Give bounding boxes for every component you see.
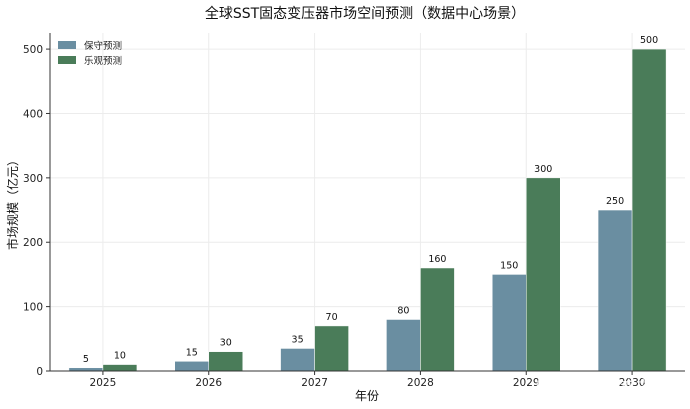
y-tick-label: 100: [23, 302, 43, 314]
watermark-author: @证券之星: [588, 377, 664, 395]
data-label: 160: [428, 254, 446, 265]
y-axis-label: 市场规模（亿元）: [5, 154, 20, 250]
data-label: 70: [326, 312, 338, 323]
bar-optimistic-2028: [420, 267, 455, 372]
bar-conservative-2029: [492, 274, 527, 372]
bar-conservative-2026: [174, 361, 209, 372]
bar-optimistic-2029: [526, 177, 561, 372]
legend-swatch-conservative: [58, 41, 76, 49]
data-labels: 5 15 35 80 150 250 10 30 70 160 300 500: [83, 35, 658, 365]
x-axis-label: 年份: [355, 389, 379, 403]
chart-title: 全球SST固态变压器市场空间预测（数据中心场景）: [205, 5, 525, 22]
x-tick-label: 2027: [301, 377, 328, 389]
watermark: 搜狐号 @证券之星: [533, 377, 664, 395]
x-tick-label: 2026: [195, 377, 222, 389]
legend-label-optimistic: 乐观预测: [84, 55, 122, 67]
x-tick-label: 2025: [90, 377, 117, 389]
data-label: 5: [83, 354, 89, 365]
data-label: 300: [534, 164, 552, 175]
y-tick-label: 500: [23, 44, 43, 56]
data-label: 35: [292, 334, 304, 345]
x-tick-label: 2030: [619, 377, 646, 389]
bar-conservative-2028: [386, 319, 421, 372]
x-axis-ticks: 2025 2026 2027 2028 2029 2030: [90, 371, 646, 389]
bar-conservative-2027: [280, 348, 315, 372]
data-label: 80: [397, 305, 409, 316]
bar-optimistic-2027: [314, 325, 349, 372]
y-axis-ticks: 0 100 200 300 400 500: [23, 44, 50, 378]
legend-label-conservative: 保守预测: [84, 40, 122, 52]
x-tick-label: 2028: [407, 377, 434, 389]
data-label: 10: [114, 351, 126, 362]
bar-optimistic-2026: [208, 351, 243, 372]
bar-optimistic-2030: [631, 48, 667, 372]
data-label: 500: [640, 35, 658, 46]
bar-optimistic-2025: [102, 364, 138, 372]
watermark-source: 搜狐号: [533, 377, 579, 395]
grid-lines: [50, 33, 685, 372]
bar-conservative-2030: [597, 209, 633, 372]
y-tick-label: 300: [23, 173, 43, 185]
data-label: 150: [500, 260, 518, 271]
x-tick-label: 2029: [513, 377, 540, 389]
bars: [68, 48, 667, 372]
data-label: 15: [186, 347, 198, 358]
y-tick-label: 0: [36, 366, 43, 378]
data-label: 30: [220, 338, 232, 349]
y-tick-label: 400: [23, 108, 43, 120]
y-tick-label: 200: [23, 237, 43, 249]
legend-swatch-optimistic: [58, 56, 76, 64]
data-label: 250: [606, 196, 624, 207]
